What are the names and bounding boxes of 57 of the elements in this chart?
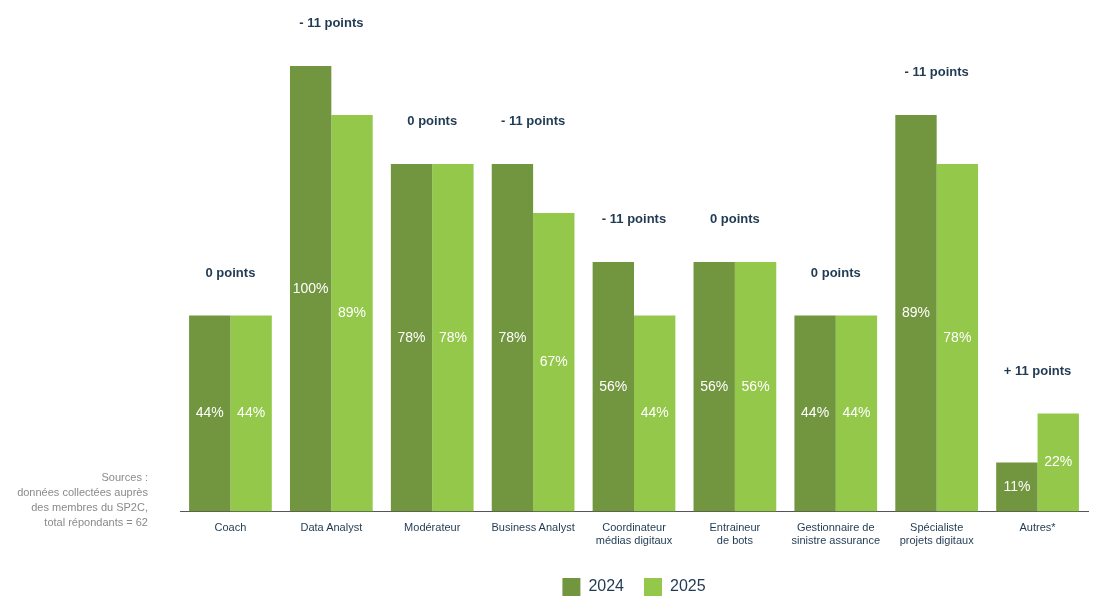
bar (189, 315, 231, 512)
source-note: Sources : données collectées auprès des membres du SP2C, total répondants = 62 (16, 470, 148, 530)
bar (230, 315, 272, 512)
x-tick-label: Coach (214, 521, 247, 534)
x-tick-label: Business Analyst (491, 521, 575, 534)
data-label: 78% (397, 328, 426, 345)
bar (895, 115, 937, 512)
bar (592, 262, 634, 512)
x-tick-label: Gestionnaire de sinistre assurance (791, 521, 881, 547)
data-label: 100% (292, 279, 329, 296)
legend-label: 2024 (588, 577, 625, 595)
annotation: 0 points (407, 113, 458, 129)
data-label: 44% (237, 404, 266, 421)
data-label: 78% (943, 328, 972, 345)
bar (1037, 413, 1079, 512)
annotation: - 11 points (500, 113, 566, 129)
bar (936, 164, 979, 512)
data-label: 44% (195, 404, 224, 421)
data-label: 56% (700, 377, 729, 394)
bar (996, 462, 1038, 512)
data-label: 67% (539, 353, 568, 370)
bar (289, 66, 332, 512)
bar (390, 164, 433, 512)
annotation: - 11 points (904, 64, 969, 80)
bar (491, 164, 534, 512)
bar (331, 115, 373, 512)
annotation: + 11 points (1003, 362, 1072, 378)
data-label: 44% (640, 404, 669, 421)
data-label: 44% (801, 404, 830, 421)
x-tick-label: Modérateur (404, 521, 461, 534)
bar (634, 315, 676, 512)
annotation: 0 points (709, 211, 760, 227)
bar (432, 164, 474, 512)
bar (734, 262, 777, 512)
annotation: - 11 points (601, 211, 667, 227)
text: - 11 points (299, 15, 364, 31)
annotation: 0 points (810, 264, 861, 280)
data-label: 22% (1044, 453, 1073, 470)
bar (794, 315, 836, 512)
x-tick-label: Coordinateur médias digitaux (595, 521, 673, 547)
data-label: 78% (498, 328, 527, 345)
x-tick-label: Data Analyst (300, 521, 363, 534)
x-tick-label: Autres* (1019, 521, 1057, 534)
legend-label: 2025 (670, 577, 706, 595)
x-tick-label: Spécialiste projets digitaux (899, 521, 975, 547)
data-label: 56% (741, 377, 770, 394)
x-tick-label: Entraineur de bots (709, 521, 761, 547)
data-label: 44% (842, 404, 871, 421)
bar (533, 213, 575, 512)
data-label: 56% (599, 377, 628, 394)
annotation: 0 points (205, 264, 256, 280)
data-label: 89% (338, 304, 367, 321)
data-label: 78% (438, 328, 467, 345)
bar (693, 262, 735, 512)
data-label: 11% (1003, 477, 1031, 494)
bar (835, 315, 878, 512)
data-label: 89% (901, 304, 930, 321)
